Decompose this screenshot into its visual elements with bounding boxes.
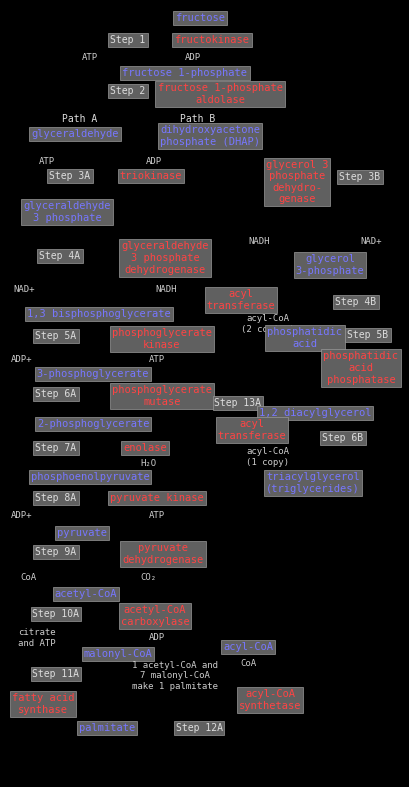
- Text: NADH: NADH: [155, 286, 176, 294]
- Text: citrate
and ATP: citrate and ATP: [18, 628, 56, 648]
- Text: ADP: ADP: [148, 634, 165, 642]
- Text: ADP: ADP: [184, 54, 200, 62]
- Text: phosphatidic
acid
phosphatase: phosphatidic acid phosphatase: [323, 352, 398, 385]
- Text: Step 4A: Step 4A: [39, 251, 80, 261]
- Text: Step 7A: Step 7A: [35, 443, 76, 453]
- Text: glyceraldehyde
3 phosphate: glyceraldehyde 3 phosphate: [23, 201, 110, 223]
- Text: acyl-CoA
synthetase: acyl-CoA synthetase: [238, 689, 301, 711]
- Text: CoA: CoA: [20, 572, 36, 582]
- Text: pyruvate: pyruvate: [57, 528, 107, 538]
- Text: Step 5B: Step 5B: [346, 330, 388, 340]
- Text: pyruvate kinase: pyruvate kinase: [110, 493, 203, 503]
- Text: ADP: ADP: [146, 157, 162, 167]
- Text: acyl
transferase: acyl transferase: [217, 419, 285, 441]
- Text: palmitate: palmitate: [79, 723, 135, 733]
- Text: 3-phosphoglycerate: 3-phosphoglycerate: [37, 369, 149, 379]
- Text: enolase: enolase: [123, 443, 166, 453]
- Text: malonyl-CoA: malonyl-CoA: [83, 649, 152, 659]
- Text: glyceraldehyde
3 phosphate
dehydrogenase: glyceraldehyde 3 phosphate dehydrogenase: [121, 242, 208, 275]
- Text: triokinase: triokinase: [119, 171, 182, 181]
- Text: Path A: Path A: [62, 114, 97, 124]
- Text: Step 1: Step 1: [110, 35, 145, 45]
- Text: fructose 1-phosphate
aldolase: fructose 1-phosphate aldolase: [157, 83, 282, 105]
- Text: acetyl-CoA
carboxylase: acetyl-CoA carboxylase: [120, 605, 189, 626]
- Text: Step 5A: Step 5A: [35, 331, 76, 341]
- Text: acetyl-CoA: acetyl-CoA: [55, 589, 117, 599]
- Text: ADP+: ADP+: [11, 356, 33, 364]
- Text: Step 3B: Step 3B: [339, 172, 380, 182]
- Text: 1 acetyl-CoA and
7 malonyl-CoA
make 1 palmitate: 1 acetyl-CoA and 7 malonyl-CoA make 1 pa…: [132, 661, 218, 691]
- Text: ATP: ATP: [148, 356, 165, 364]
- Text: fructose 1-phosphate: fructose 1-phosphate: [122, 68, 247, 78]
- Text: Step 13A: Step 13A: [214, 398, 261, 408]
- Text: fructokinase: fructokinase: [174, 35, 249, 45]
- Text: glycerol 3
phosphate
dehydro-
genase: glycerol 3 phosphate dehydro- genase: [265, 160, 328, 205]
- Text: acyl
transferase: acyl transferase: [206, 289, 275, 311]
- Text: triacylglycerol
(triglycerides): triacylglycerol (triglycerides): [265, 472, 359, 493]
- Text: NAD+: NAD+: [13, 286, 35, 294]
- Text: ATP: ATP: [39, 157, 55, 167]
- Text: Step 8A: Step 8A: [35, 493, 76, 503]
- Text: Path B: Path B: [180, 114, 215, 124]
- Text: ATP: ATP: [148, 512, 165, 520]
- Text: H₂O: H₂O: [139, 459, 156, 467]
- Text: NAD+: NAD+: [360, 237, 381, 246]
- Text: Step 11A: Step 11A: [32, 669, 79, 679]
- Text: ATP: ATP: [82, 54, 98, 62]
- Text: Step 6B: Step 6B: [321, 433, 363, 443]
- Text: phosphoenolpyruvate: phosphoenolpyruvate: [31, 472, 149, 482]
- Text: CoA: CoA: [239, 660, 256, 668]
- Text: Step 12A: Step 12A: [175, 723, 222, 733]
- Text: Step 6A: Step 6A: [35, 389, 76, 399]
- Text: phosphoglycerate
mutase: phosphoglycerate mutase: [112, 385, 211, 407]
- Text: 1,3 bisphosphoglycerate: 1,3 bisphosphoglycerate: [27, 309, 171, 319]
- Text: ADP+: ADP+: [11, 512, 33, 520]
- Text: glycerol
3-phosphate: glycerol 3-phosphate: [295, 254, 364, 275]
- Text: Step 10A: Step 10A: [32, 609, 79, 619]
- Text: fatty acid
synthase: fatty acid synthase: [12, 693, 74, 715]
- Text: acyl-CoA: acyl-CoA: [222, 642, 272, 652]
- Text: phosphoglycerate
kinase: phosphoglycerate kinase: [112, 328, 211, 349]
- Text: Step 2: Step 2: [110, 86, 145, 96]
- Text: 2-phosphoglycerate: 2-phosphoglycerate: [37, 419, 149, 429]
- Text: fructose: fructose: [175, 13, 225, 23]
- Text: pyruvate
dehydrogenase: pyruvate dehydrogenase: [122, 543, 203, 565]
- Text: glyceraldehyde: glyceraldehyde: [31, 129, 119, 139]
- Text: dihydroxyacetone
phosphate (DHAP): dihydroxyacetone phosphate (DHAP): [160, 125, 259, 147]
- Text: CO₂: CO₂: [139, 572, 156, 582]
- Text: Step 3A: Step 3A: [49, 171, 90, 181]
- Text: NADH: NADH: [247, 237, 269, 246]
- Text: Step 9A: Step 9A: [35, 547, 76, 557]
- Text: 1,2 diacylglycerol: 1,2 diacylglycerol: [258, 408, 370, 418]
- Text: phosphatidic
acid: phosphatidic acid: [267, 327, 342, 349]
- Text: Step 4B: Step 4B: [335, 297, 375, 307]
- Text: acyl-CoA
(1 copy): acyl-CoA (1 copy): [246, 447, 289, 467]
- Text: acyl-CoA
(2 copies): acyl-CoA (2 copies): [240, 314, 294, 334]
